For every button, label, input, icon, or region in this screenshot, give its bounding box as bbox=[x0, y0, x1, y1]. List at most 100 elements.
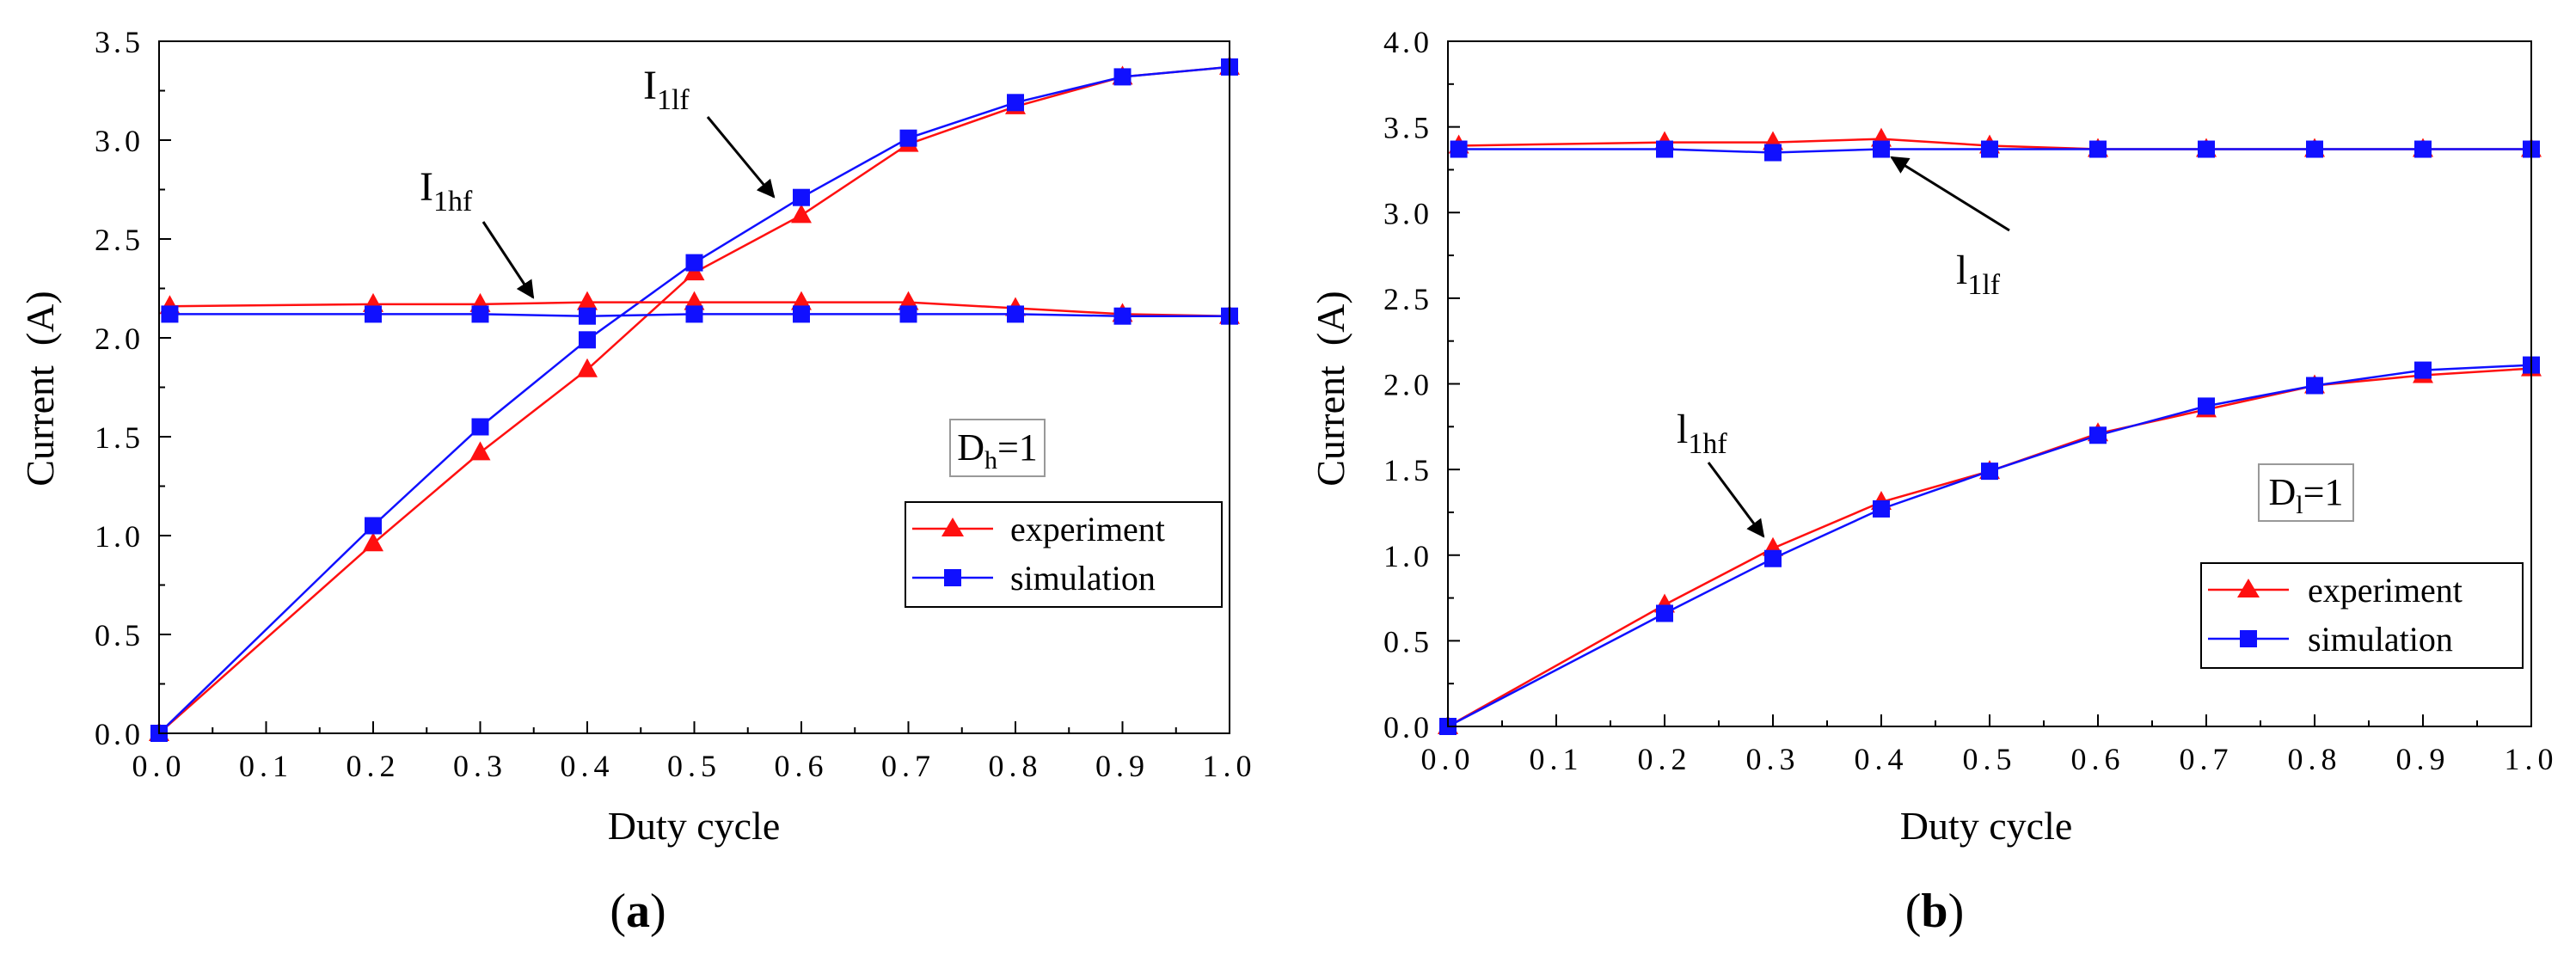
x-tick-label-a-5: 0.5 bbox=[667, 749, 721, 783]
y-tick-label-b-6: 3.0 bbox=[1383, 196, 1432, 230]
annotation-arrow-i1lf-a bbox=[706, 116, 776, 199]
y-tick-label-a-1: 0.5 bbox=[95, 618, 144, 653]
x-tick-label-b-0: 0.0 bbox=[1421, 742, 1475, 776]
series-a-simulation-i1lf-point-1 bbox=[365, 517, 382, 535]
series-b-simulation-l1lf-point-0 bbox=[1450, 140, 1468, 158]
annotation-arrow-l1lf-b bbox=[1890, 156, 2010, 232]
annotation-arrow-i1hf-a bbox=[481, 221, 535, 299]
y-tick-label-b-8: 4.0 bbox=[1383, 25, 1432, 59]
series-b-simulation-l1lf-point-2 bbox=[1764, 144, 1782, 162]
svg-text:experiment: experiment bbox=[2308, 571, 2463, 610]
series-b-simulation-l1hf-point-4 bbox=[1981, 463, 1998, 481]
plot-frame-a bbox=[158, 40, 1230, 734]
series-a-simulation-i1hf-point-3 bbox=[579, 307, 596, 325]
legend-entry-experiment-a: experiment bbox=[912, 510, 1165, 548]
series-a-simulation-i1hf-line bbox=[169, 313, 1230, 317]
x-tick-label-a-10: 1.0 bbox=[1203, 749, 1257, 783]
series-a-experiment-i1hf-point-6 bbox=[898, 291, 919, 310]
x-tick-label-a-9: 0.9 bbox=[1095, 749, 1150, 783]
panel-label-b: (b) bbox=[1905, 885, 1964, 938]
series-a-experiment-i1lf-point-2 bbox=[469, 441, 491, 461]
chart-panel-a: 0.0 0.1 0.2 0.3 0.4 0.5 0.6 0.7 0.8 0.9 1.0 0.0 0.5 1… bbox=[18, 25, 1257, 938]
y-axis-label-b: Current (A) bbox=[1309, 291, 1352, 486]
x-tick-label-b-3: 0.3 bbox=[1746, 742, 1800, 776]
y-tick-label-b-0: 0.0 bbox=[1383, 710, 1432, 744]
annotation-i1lf-a-sub: 1lf bbox=[657, 84, 690, 116]
legend-entry-simulation-b: simulation bbox=[2208, 620, 2453, 659]
svg-text:Dl=1: Dl=1 bbox=[2269, 471, 2344, 519]
annotation-i1lf-a: I1lf bbox=[643, 63, 776, 199]
series-b-simulation-l1lf-point-6 bbox=[2198, 140, 2215, 158]
series-b-simulation-l1lf-point-8 bbox=[2414, 140, 2432, 158]
chart-panel-b: 0.0 0.1 0.2 0.3 0.4 0.5 0.6 0.7 0.8 0.9 1.0 0.0 0.5 1… bbox=[1309, 25, 2559, 938]
series-b-simulation-l1hf-point-1 bbox=[1656, 604, 1673, 622]
y-tick-label-a-7: 3.5 bbox=[95, 25, 144, 59]
x-tick-label-b-5: 0.5 bbox=[1963, 742, 2017, 776]
y-tick-label-a-6: 3.0 bbox=[95, 124, 144, 158]
svg-text:Dh=1: Dh=1 bbox=[957, 426, 1038, 475]
x-tick-label-a-0: 0.0 bbox=[132, 749, 187, 783]
annotation-arrow-l1hf-b bbox=[1707, 462, 1765, 538]
series-a-experiment-i1hf-line bbox=[169, 301, 1230, 317]
y-tick-label-b-4: 2.0 bbox=[1383, 368, 1432, 402]
series-a-experiment-i1lf-line bbox=[158, 65, 1230, 734]
svg-text:l1hf: l1hf bbox=[1677, 407, 1727, 460]
series-b-simulation-l1lf-point-7 bbox=[2306, 140, 2323, 158]
x-tick-label-a-4: 0.4 bbox=[561, 749, 615, 783]
x-tick-label-b-4: 0.4 bbox=[1855, 742, 1909, 776]
y-tick-label-b-3: 1.5 bbox=[1383, 453, 1432, 487]
series-b-simulation-l1hf-point-7 bbox=[2306, 377, 2323, 395]
x-tick-label-b-1: 0.1 bbox=[1530, 742, 1584, 776]
x-tick-label-a-8: 0.8 bbox=[989, 749, 1043, 783]
series-b-simulation-l1lf-point-1 bbox=[1656, 140, 1673, 158]
series-b-simulation-l1lf-point-3 bbox=[1873, 140, 1890, 158]
series-a-experiment-i1hf-point-4 bbox=[684, 291, 705, 310]
condition-box-a: Dh=1 bbox=[949, 419, 1046, 477]
plot-frame-b bbox=[1447, 40, 2532, 727]
y-tick-label-a-4: 2.0 bbox=[95, 322, 144, 356]
series-b-simulation-l1hf-point-2 bbox=[1764, 549, 1782, 567]
legend-a: experiment simulation bbox=[905, 501, 1223, 608]
series-b-simulation-l1lf-point-4 bbox=[1981, 140, 1998, 158]
annotation-i1hf-a-main: I bbox=[420, 164, 433, 210]
svg-text:I1hf: I1hf bbox=[420, 164, 473, 218]
x-tick-label-b-10: 1.0 bbox=[2505, 742, 2559, 776]
y-tick-label-a-0: 0.0 bbox=[95, 717, 144, 751]
panel-label-a: (a) bbox=[610, 885, 665, 938]
series-b-simulation-l1hf-point-6 bbox=[2198, 397, 2215, 415]
series-a-simulation-i1hf-point-0 bbox=[161, 305, 179, 323]
legend-b: experiment simulation bbox=[2200, 562, 2524, 669]
y-tick-label-b-7: 3.5 bbox=[1383, 111, 1432, 145]
annotation-i1hf-a: I1hf bbox=[420, 164, 535, 299]
annotation-l1lf-b: l1lf bbox=[1890, 156, 2010, 301]
series-b-simulation-l1hf-point-3 bbox=[1873, 499, 1890, 518]
series-b-simulation-l1lf-point-5 bbox=[2089, 140, 2107, 158]
series-a-simulation-i1lf-point-8 bbox=[1113, 68, 1132, 86]
series-a-simulation-i1hf-point-1 bbox=[365, 305, 382, 323]
x-axis-label-a: Duty cycle bbox=[608, 804, 781, 848]
series-b-simulation-l1hf-line bbox=[1447, 364, 2532, 728]
x-axis-label-b: Duty cycle bbox=[1900, 804, 2073, 848]
series-a-simulation-i1hf-point-5 bbox=[793, 305, 810, 323]
series-a-experiment-i1hf-point-5 bbox=[791, 291, 812, 310]
series-a-simulation-i1lf-point-7 bbox=[1007, 94, 1024, 112]
x-tick-label-b-9: 0.9 bbox=[2396, 742, 2450, 776]
series-a-experiment-i1lf-point-5 bbox=[791, 204, 812, 224]
series-b-simulation-l1hf-point-5 bbox=[2089, 426, 2107, 444]
series-a-simulation-i1hf-point-2 bbox=[471, 305, 489, 323]
y-tick-label-a-5: 2.5 bbox=[95, 223, 144, 257]
x-tick-label-b-6: 0.6 bbox=[2071, 742, 2125, 776]
svg-text:I1lf: I1lf bbox=[643, 63, 690, 116]
x-tick-label-b-7: 0.7 bbox=[2180, 742, 2234, 776]
series-a-experiment-i1hf-point-3 bbox=[577, 291, 598, 310]
x-tick-label-a-6: 0.6 bbox=[775, 749, 829, 783]
svg-text:simulation: simulation bbox=[1010, 559, 1156, 597]
x-tick-label-a-3: 0.3 bbox=[453, 749, 507, 783]
svg-text:simulation: simulation bbox=[2308, 620, 2453, 659]
annotation-i1hf-a-sub: 1hf bbox=[433, 186, 473, 218]
x-tick-label-b-8: 0.8 bbox=[2288, 742, 2342, 776]
x-tick-label-a-7: 0.7 bbox=[881, 749, 935, 783]
annotation-l1lf-b-main: l bbox=[1956, 248, 1967, 293]
annotation-l1hf-b: l1hf bbox=[1677, 407, 1765, 538]
x-tick-label-a-1: 0.1 bbox=[239, 749, 293, 783]
